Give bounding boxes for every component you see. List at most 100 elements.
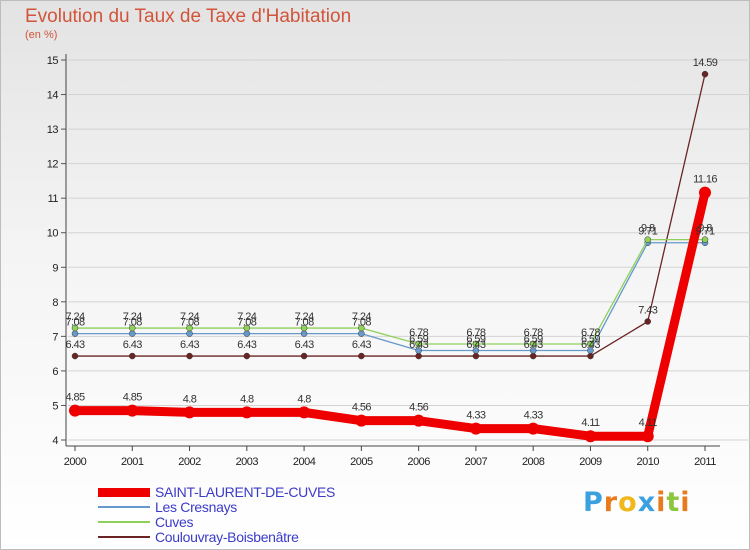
data-point (472, 352, 480, 360)
data-point (529, 340, 537, 348)
logo-letter: t (666, 487, 681, 518)
data-point (300, 324, 308, 332)
chart-unit-label: (en %) (25, 29, 58, 41)
data-label: 7.08 (295, 317, 314, 329)
data-label: 6.43 (180, 339, 199, 351)
x-tick-label: 2003 (236, 456, 259, 468)
legend-label-coulouvray: Coulouvray-Boisbenâtre (155, 529, 299, 545)
data-label: 6.43 (295, 339, 314, 351)
data-labels-layer: 4.85 4.85 4.8 4.8 4.8 4.56 4.56 4.33 4.33 4.11 4.1… (65, 57, 718, 429)
data-label: 6.43 (581, 339, 600, 351)
y-tick-label: 13 (47, 124, 59, 136)
y-tick-label: 7 (52, 331, 58, 343)
y-tick-label: 15 (47, 55, 59, 67)
x-tick-label: 2002 (178, 456, 201, 468)
data-point (415, 347, 422, 354)
data-point (584, 430, 597, 443)
data-label: 6.78 (524, 327, 543, 339)
data-label: 4.8 (183, 393, 197, 405)
legend-label-cuves: Cuves (155, 514, 194, 530)
series-line (70, 188, 710, 441)
series-3 (71, 70, 709, 360)
data-label: 6.59 (466, 334, 485, 346)
data-point (300, 352, 308, 360)
y-tick-label: 11 (48, 193, 59, 205)
data-label: 7.43 (638, 305, 657, 317)
data-point (243, 330, 251, 337)
data-point (69, 404, 81, 417)
logo-letter: i (656, 487, 667, 518)
data-point (358, 352, 365, 360)
data-label: 4.56 (352, 402, 371, 414)
x-tick-label: 2010 (636, 456, 659, 468)
data-point (699, 186, 711, 199)
data-label: 4.33 (524, 410, 543, 422)
logo-letter: x (637, 487, 657, 518)
data-label: 7.24 (180, 311, 199, 323)
series-line (74, 242, 706, 352)
data-label: 4.11 (639, 417, 658, 429)
x-tick-label: 2007 (465, 456, 488, 468)
data-label: 9.71 (695, 226, 714, 238)
data-label: 7.08 (180, 317, 199, 329)
legend-swatch-saint-laurent (98, 488, 150, 497)
data-point (298, 406, 311, 419)
data-point (469, 422, 482, 435)
x-tick-label: 2006 (407, 456, 430, 468)
data-label: 4.11 (581, 417, 600, 429)
data-point (186, 324, 193, 332)
legend-label-saint-laurent: SAINT-LAURENT-DE-CUVES (155, 484, 336, 500)
data-point (415, 340, 422, 348)
x-tick-label: 2000 (64, 456, 87, 468)
data-label: 4.8 (240, 393, 254, 405)
data-label: 6.43 (409, 339, 428, 351)
data-label: 11.16 (693, 174, 717, 186)
line-chart: 4 5 6 7 8 9 10 11 12 13 14 15 2000 2001 2002 2003 2004 20… (47, 54, 750, 468)
x-tick-label: 2004 (293, 456, 316, 468)
y-tick-label: 10 (47, 228, 59, 240)
data-point (644, 236, 651, 243)
data-point (587, 340, 594, 348)
data-label: 6.43 (524, 339, 543, 351)
data-point (129, 324, 136, 332)
data-label: 6.78 (581, 327, 600, 339)
legend-swatch-cuves (98, 521, 150, 523)
y-tick-label: 8 (52, 297, 58, 309)
series-layer (69, 70, 711, 443)
data-label: 6.78 (466, 327, 485, 339)
data-point (300, 330, 308, 337)
data-point (129, 352, 136, 360)
data-point (71, 324, 79, 332)
data-point (186, 330, 193, 337)
data-label: 6.43 (466, 339, 485, 351)
data-point (701, 236, 709, 243)
y-tick-label: 5 (52, 400, 58, 412)
data-point (412, 414, 425, 427)
data-point (529, 352, 537, 360)
data-point (126, 404, 139, 417)
x-tick-label: 2011 (694, 456, 716, 468)
data-label: 7.24 (352, 311, 371, 323)
data-label: 7.08 (123, 317, 142, 329)
data-label: 6.78 (409, 327, 428, 339)
x-tick-label: 2005 (350, 456, 373, 468)
data-label: 9.71 (638, 226, 657, 238)
data-label: 6.43 (352, 339, 371, 351)
data-label: 7.08 (237, 317, 256, 329)
data-label: 7.08 (65, 317, 84, 329)
data-point (243, 324, 251, 332)
data-label: 7.24 (295, 311, 314, 323)
data-label: 6.59 (524, 334, 543, 346)
x-tick-label: 2001 (121, 456, 144, 468)
data-label: 6.43 (65, 339, 84, 351)
data-label: 7.08 (352, 317, 371, 329)
data-point (71, 352, 79, 360)
data-label: 4.56 (409, 402, 428, 414)
data-point (358, 330, 365, 337)
data-point (129, 330, 136, 337)
data-label: 6.43 (237, 339, 256, 351)
data-label: 7.24 (237, 311, 256, 323)
series-1 (71, 239, 709, 354)
x-tick-label: 2008 (522, 456, 545, 468)
data-point (186, 352, 193, 360)
